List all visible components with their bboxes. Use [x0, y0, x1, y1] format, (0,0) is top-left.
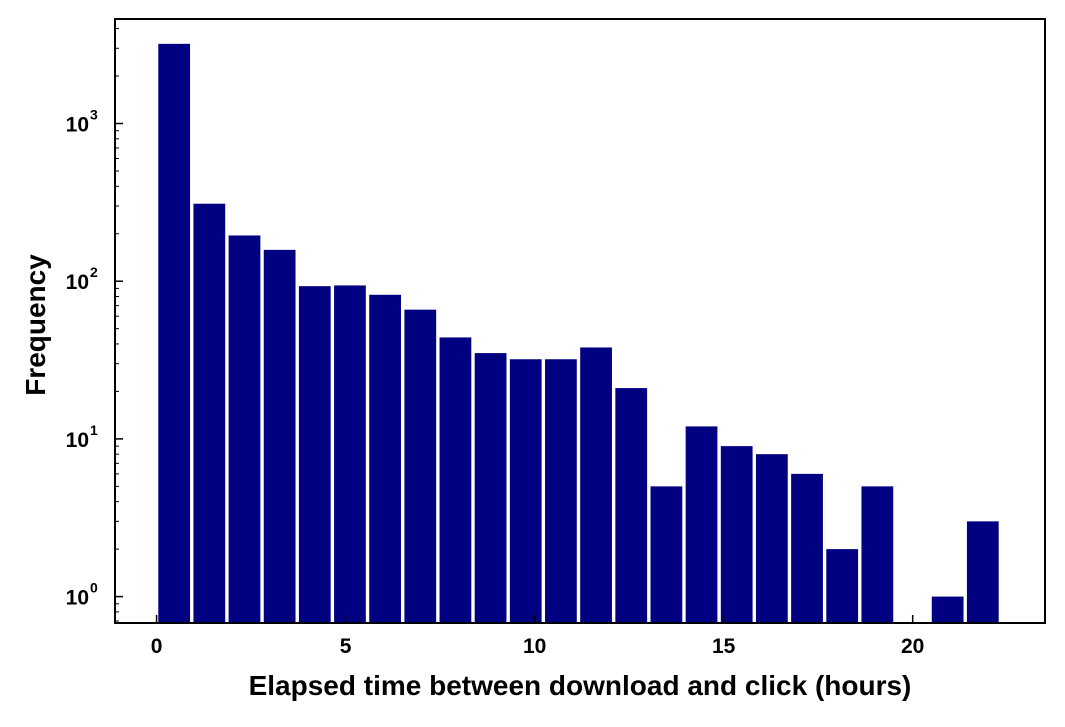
- histogram-bar-10: [509, 359, 542, 623]
- x-tick-label-5: 5: [340, 635, 352, 658]
- histogram-bar-17: [755, 454, 788, 623]
- histogram-bar-1: [193, 203, 226, 623]
- histogram-bar-22: [931, 596, 964, 623]
- histogram-bar-2: [228, 235, 261, 623]
- y-tick-label-0: 10: [66, 587, 89, 610]
- bars-layer: [158, 43, 999, 624]
- histogram-bar-16: [720, 446, 753, 623]
- histogram-bar-0: [158, 43, 191, 624]
- histogram-bar-13: [615, 388, 648, 623]
- x-tick-label-0: 0: [151, 635, 163, 658]
- x-tick-label-15: 15: [712, 635, 736, 658]
- histogram-bar-19: [826, 549, 859, 623]
- histogram-bar-4: [298, 286, 331, 623]
- x-tick-label-10: 10: [523, 635, 546, 658]
- y-tick-exponent-1: 1: [90, 422, 98, 438]
- y-axis-title: Frequency: [20, 254, 51, 396]
- histogram-bar-6: [369, 294, 401, 623]
- histogram-bar-12: [580, 347, 612, 623]
- histogram-bar-15: [685, 426, 718, 623]
- y-tick-exponent-0: 0: [90, 580, 98, 596]
- histogram-bar-11: [545, 359, 577, 623]
- histogram-bar-9: [474, 353, 507, 623]
- histogram-bar-18: [791, 473, 823, 623]
- y-tick-exponent-2: 2: [90, 264, 98, 280]
- histogram-bar-7: [404, 309, 437, 623]
- y-tick-label-2: 10: [66, 271, 89, 294]
- histogram-bar-23: [966, 521, 999, 623]
- histogram-bar-14: [650, 486, 683, 623]
- histogram-bar-5: [334, 285, 366, 623]
- y-tick-exponent-3: 3: [90, 107, 98, 123]
- plot-frame: [114, 18, 1046, 624]
- x-axis-title: Elapsed time between download and click …: [249, 670, 912, 701]
- y-tick-label-1: 10: [66, 429, 89, 452]
- x-tick-label-20: 20: [901, 635, 924, 658]
- histogram-bar-3: [263, 249, 296, 623]
- histogram-bar-20: [861, 486, 894, 623]
- y-tick-label-3: 10: [66, 114, 89, 137]
- histogram-bar-8: [439, 337, 472, 623]
